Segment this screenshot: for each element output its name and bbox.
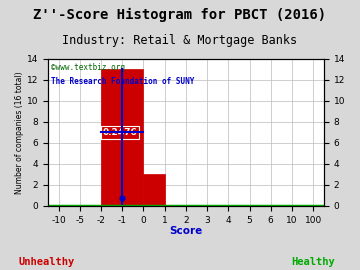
- X-axis label: Score: Score: [169, 226, 203, 236]
- Bar: [101, 69, 144, 206]
- Text: 0.2476: 0.2476: [103, 128, 138, 137]
- Text: Unhealthy: Unhealthy: [19, 257, 75, 267]
- Y-axis label: Number of companies (16 total): Number of companies (16 total): [15, 71, 24, 194]
- Text: Healthy: Healthy: [291, 257, 335, 267]
- Text: Industry: Retail & Mortgage Banks: Industry: Retail & Mortgage Banks: [62, 34, 298, 47]
- Bar: [144, 174, 165, 206]
- Text: The Research Foundation of SUNY: The Research Foundation of SUNY: [51, 77, 194, 86]
- Text: Z''-Score Histogram for PBCT (2016): Z''-Score Histogram for PBCT (2016): [33, 8, 327, 22]
- Text: ©www.textbiz.org: ©www.textbiz.org: [51, 63, 125, 72]
